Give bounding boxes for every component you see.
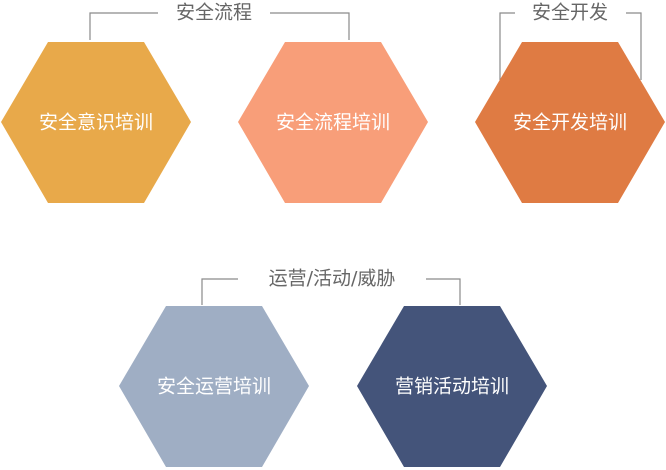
hex-label: 安全运营培训	[157, 376, 271, 398]
process-bracket	[89, 12, 350, 40]
hexagon-shape	[238, 42, 428, 203]
hex-label: 安全流程培训	[276, 112, 390, 134]
hex-label: 安全开发培训	[513, 112, 627, 134]
hexagon-shape	[1, 42, 191, 203]
hex-security-ops: 安全运营培训	[119, 306, 309, 467]
hexagon-shape	[475, 42, 665, 203]
dev-bracket	[499, 12, 642, 80]
hex-label: 营销活动培训	[395, 376, 509, 398]
hex-marketing-activity: 营销活动培训	[357, 306, 547, 467]
group-label-process: 安全流程	[176, 2, 252, 24]
ops-bracket	[201, 278, 461, 305]
hex-label: 安全意识培训	[39, 112, 153, 134]
group-label-ops: 运营/活动/威胁	[269, 268, 396, 290]
group-label-dev: 安全开发	[532, 2, 608, 24]
hexagon-shape	[357, 306, 547, 467]
hex-security-awareness: 安全意识培训	[1, 42, 191, 203]
hexagon-shape	[119, 306, 309, 467]
hex-security-process: 安全流程培训	[238, 42, 428, 203]
hex-security-dev: 安全开发培训	[475, 42, 665, 203]
